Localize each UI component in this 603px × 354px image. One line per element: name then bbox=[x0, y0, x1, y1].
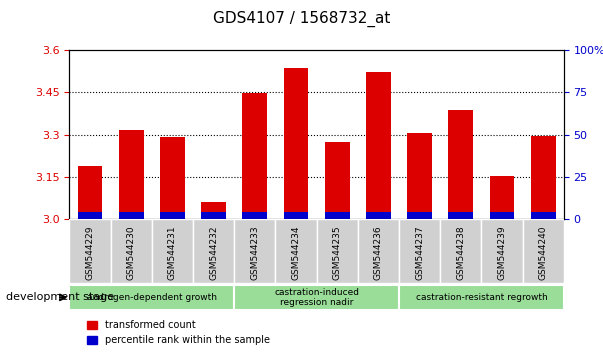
FancyBboxPatch shape bbox=[152, 219, 193, 283]
Bar bbox=[531, 136, 555, 219]
Bar bbox=[283, 212, 308, 219]
Text: GSM544231: GSM544231 bbox=[168, 226, 177, 280]
Bar bbox=[119, 212, 144, 219]
FancyBboxPatch shape bbox=[69, 219, 110, 283]
Text: development stage: development stage bbox=[6, 292, 114, 302]
FancyBboxPatch shape bbox=[110, 219, 152, 283]
Bar bbox=[407, 133, 432, 219]
Bar bbox=[366, 212, 391, 219]
FancyBboxPatch shape bbox=[523, 219, 564, 283]
Text: GSM544240: GSM544240 bbox=[538, 226, 548, 280]
Bar bbox=[242, 212, 267, 219]
Text: androgen-dependent growth: androgen-dependent growth bbox=[87, 293, 216, 302]
Text: GDS4107 / 1568732_at: GDS4107 / 1568732_at bbox=[213, 11, 390, 27]
FancyBboxPatch shape bbox=[317, 219, 358, 283]
Text: GSM544232: GSM544232 bbox=[209, 226, 218, 280]
FancyBboxPatch shape bbox=[234, 219, 276, 283]
Text: GSM544237: GSM544237 bbox=[415, 226, 424, 280]
Text: GSM544235: GSM544235 bbox=[333, 226, 342, 280]
FancyBboxPatch shape bbox=[481, 219, 523, 283]
Text: GSM544230: GSM544230 bbox=[127, 226, 136, 280]
FancyBboxPatch shape bbox=[193, 219, 234, 283]
Bar bbox=[366, 72, 391, 219]
Text: GSM544229: GSM544229 bbox=[86, 226, 95, 280]
Legend: transformed count, percentile rank within the sample: transformed count, percentile rank withi… bbox=[83, 316, 274, 349]
Text: GSM544236: GSM544236 bbox=[374, 226, 383, 280]
FancyBboxPatch shape bbox=[358, 219, 399, 283]
Text: GSM544239: GSM544239 bbox=[497, 226, 507, 280]
Bar bbox=[490, 212, 514, 219]
Bar bbox=[119, 130, 144, 219]
Bar bbox=[531, 212, 555, 219]
Bar bbox=[160, 137, 185, 219]
Text: castration-induced
regression nadir: castration-induced regression nadir bbox=[274, 288, 359, 307]
Bar bbox=[490, 176, 514, 219]
Bar bbox=[242, 93, 267, 219]
Bar bbox=[325, 142, 350, 219]
FancyBboxPatch shape bbox=[234, 285, 399, 310]
Text: GSM544238: GSM544238 bbox=[456, 226, 466, 280]
Bar bbox=[325, 212, 350, 219]
Bar bbox=[78, 166, 103, 219]
FancyBboxPatch shape bbox=[440, 219, 481, 283]
Bar bbox=[201, 202, 226, 219]
FancyBboxPatch shape bbox=[399, 285, 564, 310]
Bar bbox=[78, 212, 103, 219]
FancyBboxPatch shape bbox=[399, 219, 440, 283]
Bar bbox=[201, 212, 226, 219]
Bar bbox=[160, 212, 185, 219]
FancyBboxPatch shape bbox=[276, 219, 317, 283]
Bar bbox=[407, 212, 432, 219]
Text: castration-resistant regrowth: castration-resistant regrowth bbox=[415, 293, 548, 302]
Text: GSM544234: GSM544234 bbox=[291, 226, 300, 280]
Text: GSM544233: GSM544233 bbox=[250, 226, 259, 280]
FancyBboxPatch shape bbox=[69, 285, 234, 310]
Bar bbox=[283, 68, 308, 219]
Bar bbox=[449, 212, 473, 219]
Bar bbox=[449, 110, 473, 219]
